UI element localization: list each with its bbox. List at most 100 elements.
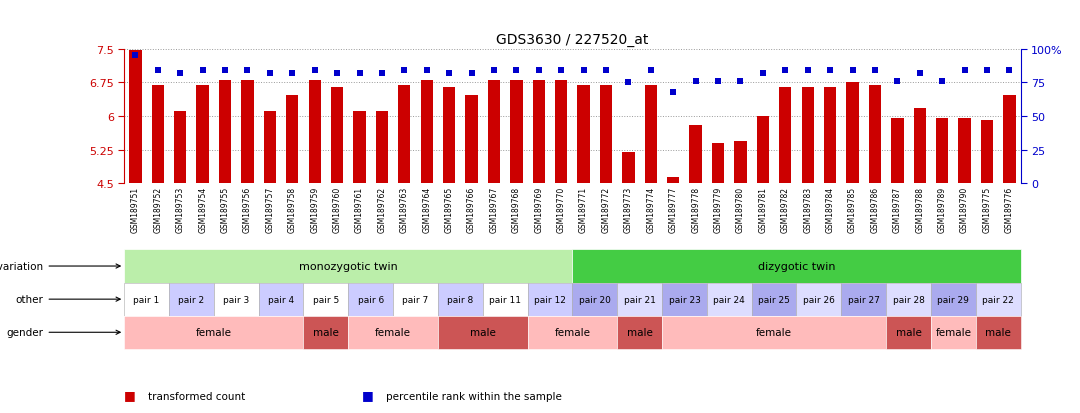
Bar bbox=[931, 283, 975, 316]
Bar bbox=[689, 126, 702, 184]
Bar bbox=[393, 283, 438, 316]
Bar bbox=[124, 250, 572, 283]
Bar bbox=[532, 81, 545, 184]
Point bbox=[463, 71, 481, 77]
Bar bbox=[264, 112, 276, 184]
Text: pair 4: pair 4 bbox=[268, 295, 294, 304]
Bar bbox=[555, 81, 567, 184]
Bar bbox=[353, 112, 366, 184]
Bar bbox=[348, 283, 393, 316]
Bar bbox=[617, 316, 662, 349]
Bar bbox=[151, 85, 164, 184]
Point bbox=[530, 68, 548, 74]
Bar bbox=[617, 283, 662, 316]
Point bbox=[597, 68, 615, 74]
Bar bbox=[286, 96, 298, 184]
Text: pair 28: pair 28 bbox=[892, 295, 924, 304]
Text: pair 7: pair 7 bbox=[403, 295, 429, 304]
Bar bbox=[443, 88, 456, 184]
Bar bbox=[303, 316, 348, 349]
Bar bbox=[975, 316, 1021, 349]
Bar bbox=[662, 316, 886, 349]
Bar bbox=[488, 81, 500, 184]
Bar bbox=[124, 316, 303, 349]
Text: pair 1: pair 1 bbox=[134, 295, 160, 304]
Bar bbox=[572, 283, 618, 316]
Bar bbox=[303, 283, 348, 316]
Point bbox=[687, 78, 704, 85]
Text: male: male bbox=[626, 328, 652, 337]
Bar bbox=[622, 152, 635, 184]
Text: pair 6: pair 6 bbox=[357, 295, 383, 304]
Bar bbox=[214, 283, 259, 316]
Bar bbox=[438, 316, 527, 349]
Point bbox=[441, 71, 458, 77]
Bar bbox=[578, 85, 590, 184]
Bar bbox=[824, 88, 836, 184]
Bar bbox=[124, 283, 168, 316]
Point bbox=[374, 71, 391, 77]
Text: pair 25: pair 25 bbox=[758, 295, 791, 304]
Bar bbox=[936, 119, 948, 184]
Bar bbox=[847, 83, 859, 184]
Bar bbox=[734, 141, 746, 184]
Bar bbox=[801, 88, 814, 184]
Bar bbox=[841, 283, 886, 316]
Text: pair 5: pair 5 bbox=[313, 295, 339, 304]
Bar bbox=[465, 96, 477, 184]
Bar bbox=[420, 81, 433, 184]
Text: pair 11: pair 11 bbox=[489, 295, 522, 304]
Text: pair 2: pair 2 bbox=[178, 295, 204, 304]
Text: pair 12: pair 12 bbox=[534, 295, 566, 304]
Point bbox=[643, 68, 660, 74]
Point bbox=[239, 68, 256, 74]
Bar bbox=[174, 112, 187, 184]
Text: pair 29: pair 29 bbox=[937, 295, 970, 304]
Bar bbox=[868, 85, 881, 184]
Point bbox=[306, 68, 323, 74]
Point bbox=[866, 68, 883, 74]
Bar bbox=[241, 81, 254, 184]
Text: female: female bbox=[554, 328, 591, 337]
Bar bbox=[527, 316, 617, 349]
Text: transformed count: transformed count bbox=[148, 391, 245, 401]
Bar bbox=[399, 85, 410, 184]
Bar bbox=[779, 88, 792, 184]
Bar bbox=[886, 316, 931, 349]
Text: male: male bbox=[313, 328, 339, 337]
Text: female: female bbox=[935, 328, 971, 337]
Bar bbox=[975, 283, 1021, 316]
Bar bbox=[130, 51, 141, 184]
Text: pair 22: pair 22 bbox=[983, 295, 1014, 304]
Point bbox=[956, 68, 973, 74]
Bar bbox=[712, 144, 725, 184]
Point bbox=[664, 89, 681, 96]
Bar bbox=[796, 283, 841, 316]
Text: pair 8: pair 8 bbox=[447, 295, 473, 304]
Text: female: female bbox=[375, 328, 411, 337]
Bar bbox=[197, 86, 208, 184]
Text: percentile rank within the sample: percentile rank within the sample bbox=[386, 391, 562, 401]
Text: pair 24: pair 24 bbox=[714, 295, 745, 304]
Point bbox=[754, 71, 771, 77]
Point bbox=[261, 71, 279, 77]
Point bbox=[485, 68, 502, 74]
Bar bbox=[572, 250, 1021, 283]
Bar bbox=[348, 316, 438, 349]
Text: female: female bbox=[195, 328, 232, 337]
Point bbox=[328, 71, 346, 77]
Text: male: male bbox=[470, 328, 496, 337]
Bar bbox=[483, 283, 527, 316]
Point bbox=[418, 68, 435, 74]
Bar bbox=[891, 119, 904, 184]
Bar bbox=[510, 81, 523, 184]
Text: pair 27: pair 27 bbox=[848, 295, 880, 304]
Bar bbox=[706, 283, 752, 316]
Bar bbox=[527, 283, 572, 316]
Text: male: male bbox=[985, 328, 1011, 337]
Point bbox=[351, 71, 368, 77]
Point bbox=[710, 78, 727, 85]
Text: monozygotic twin: monozygotic twin bbox=[299, 261, 397, 271]
Point bbox=[575, 68, 592, 74]
Point bbox=[216, 68, 233, 74]
